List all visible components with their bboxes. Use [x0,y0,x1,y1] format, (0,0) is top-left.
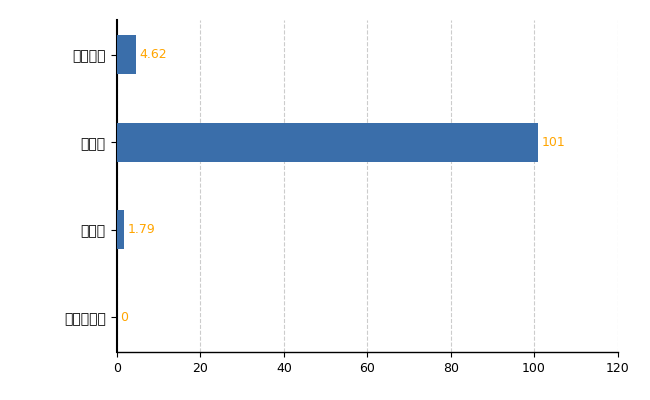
Text: 4.62: 4.62 [140,48,167,61]
Text: 0: 0 [120,311,128,324]
Text: 101: 101 [541,136,566,149]
Text: 1.79: 1.79 [128,223,155,236]
Bar [117,122,538,162]
Bar [117,35,136,74]
Bar [117,210,124,250]
